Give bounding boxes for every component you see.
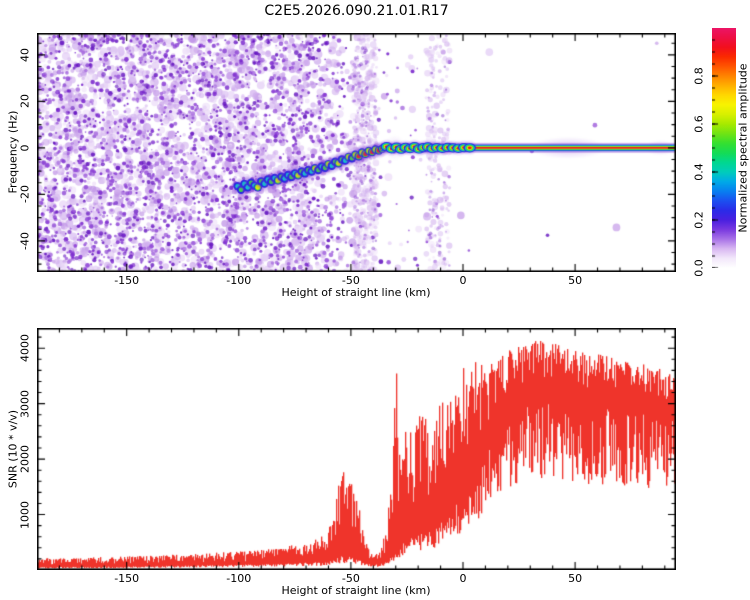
spectrogram-x-tick-label: -50 <box>341 274 360 287</box>
colorbar-label: Normalized spectral amplitude <box>736 63 750 233</box>
spectrogram-x-tick-label: 50 <box>568 274 583 287</box>
snr-x-tick-label: 50 <box>568 572 583 585</box>
spectrogram-canvas <box>37 33 676 272</box>
snr-y-tick-label: 4000 <box>18 334 32 363</box>
spectrogram-ylabel: Frequency (Hz) <box>6 110 20 194</box>
spectrogram-y-tick-label: 20 <box>18 94 32 109</box>
spectrogram-x-tick-label: -100 <box>226 274 252 287</box>
snr-x-tick-label: -50 <box>341 572 360 585</box>
snr-y-tick-label: 2000 <box>18 445 32 474</box>
spectrogram-y-tick-label: -40 <box>18 231 32 250</box>
colorbar <box>712 28 736 268</box>
spectrogram-y-tick-label: -20 <box>18 185 32 204</box>
colorbar-tick-label: 0.6 <box>692 115 706 133</box>
snr-y-tick-label: 3000 <box>18 389 32 418</box>
spectrogram-y-tick-label: 40 <box>18 47 32 62</box>
snr-x-tick-label: -150 <box>114 572 140 585</box>
snr-y-tick-label: 1000 <box>18 500 32 529</box>
snr-x-tick-label: -100 <box>226 572 252 585</box>
snr-canvas <box>37 328 676 570</box>
spectrogram-x-tick-label: -150 <box>114 274 140 287</box>
snr-xlabel: Height of straight line (km) <box>281 584 431 597</box>
snr-ylabel: SNR (10 * v/v) <box>6 409 20 489</box>
snr-x-tick-label: 0 <box>459 572 467 585</box>
spectrogram-x-tick-label: 0 <box>459 274 467 287</box>
spectrogram-y-tick-label: 0 <box>18 144 32 152</box>
colorbar-tick-label: 0.0 <box>692 259 706 277</box>
spectrogram-xlabel: Height of straight line (km) <box>281 286 431 299</box>
plot-title: C2E5.2026.090.21.01.R17 <box>264 3 449 19</box>
colorbar-tick-label: 0.4 <box>692 163 706 181</box>
colorbar-tick-label: 0.8 <box>692 67 706 85</box>
colorbar-tick-label: 0.2 <box>692 211 706 229</box>
